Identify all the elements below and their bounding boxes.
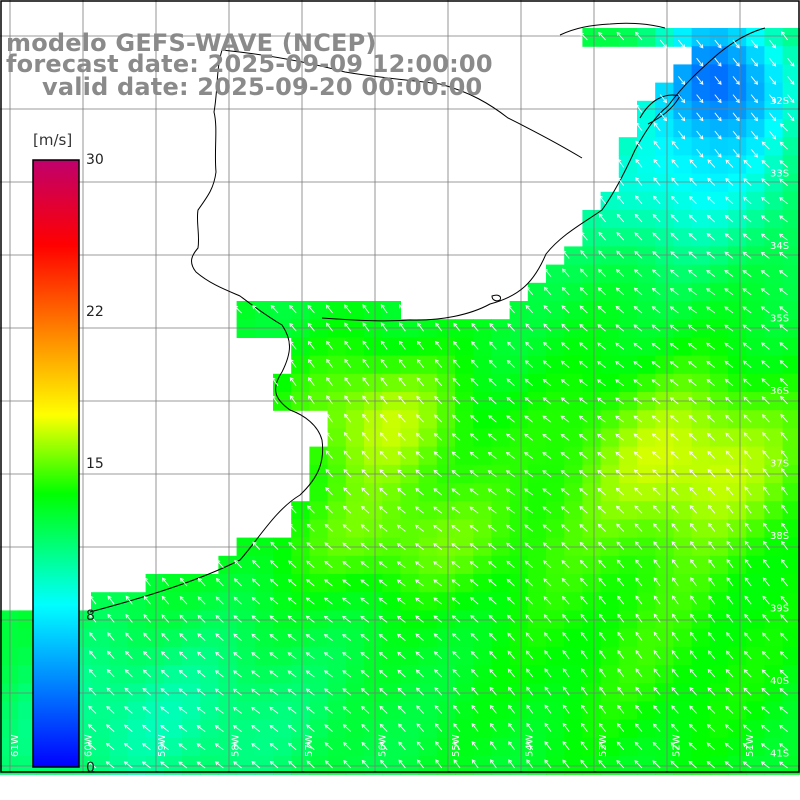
lat-lon-grid [0, 0, 800, 772]
title-model: modelo GEFS-WAVE (NCEP) [6, 29, 377, 57]
wind-speed-field [0, 28, 800, 775]
lon-label-59W: 59W [157, 734, 168, 757]
lat-label-37S: 37S [770, 459, 789, 470]
lon-label-52W: 52W [672, 734, 683, 757]
wind-arrows [87, 31, 795, 769]
lat-label-38S: 38S [770, 531, 789, 542]
colorbar-tick-22: 22 [86, 304, 104, 320]
coastline [89, 22, 766, 613]
title-forecast-date: forecast date: 2025-09-09 12:00:00 [6, 50, 493, 78]
lat-label-33S: 33S [770, 169, 789, 180]
colorbar-tick-8: 8 [86, 608, 95, 624]
map-frame [0, 0, 800, 773]
lat-label-39S: 39S [770, 604, 789, 615]
lon-label-60W: 60W [84, 734, 95, 757]
lon-label-55W: 55W [451, 734, 462, 757]
lat-label-34S: 34S [770, 241, 789, 252]
lat-label-36S: 36S [770, 386, 789, 397]
colorbar-tick-0: 0 [86, 760, 95, 776]
colorbar [32, 159, 80, 768]
lon-label-57W: 57W [304, 734, 315, 757]
title-valid-date: valid date: 2025-09-20 00:00:00 [42, 73, 483, 101]
lon-label-51W: 51W [745, 734, 756, 757]
colorbar-tick-30: 30 [86, 152, 104, 168]
colorbar-units: [m/s] [31, 131, 75, 149]
lon-label-53W: 53W [598, 734, 609, 757]
longitude-labels: 61W 60W 59W 58W 57W 56W 55W 54W 53W 52W 51W [10, 734, 756, 757]
lon-label-54W: 54W [525, 734, 536, 757]
lon-label-56W: 56W [378, 734, 389, 757]
lat-label-35S: 35S [770, 314, 789, 325]
colorbar-tick-15: 15 [86, 456, 104, 472]
lat-label-41S: 41S [770, 749, 789, 760]
lat-label-40S: 40S [770, 676, 789, 687]
latitude-labels: 32S 33S 34S 35S 36S 37S 38S 39S 40S 41S [770, 96, 789, 760]
lon-label-58W: 58W [231, 734, 242, 757]
lat-label-32S: 32S [770, 96, 789, 107]
lon-label-61W: 61W [10, 734, 21, 757]
